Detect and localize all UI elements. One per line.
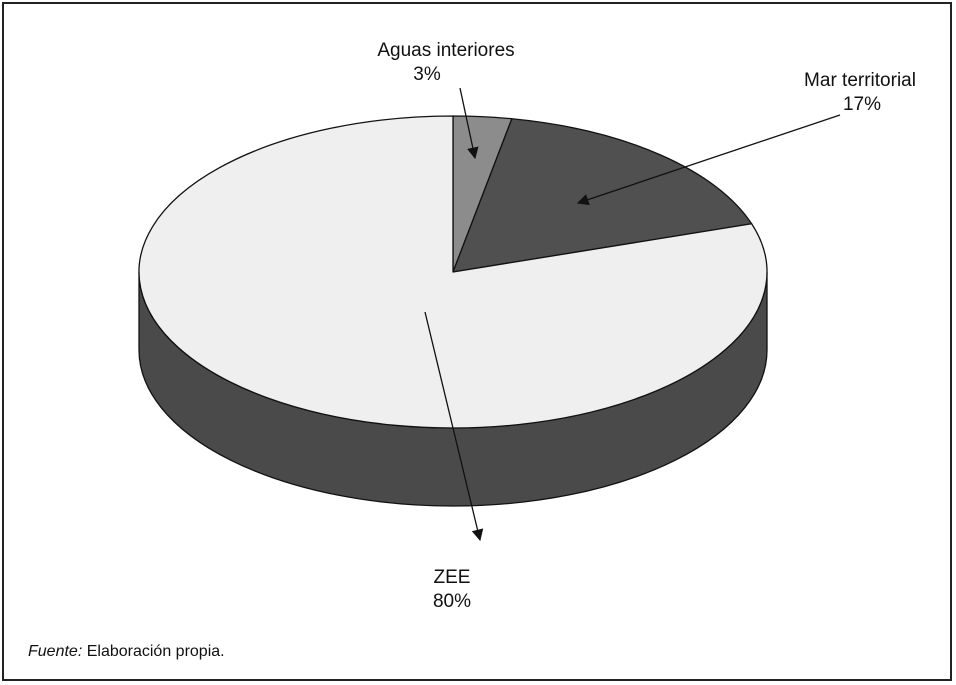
label-zee-name: ZEE xyxy=(434,567,471,588)
label-zee-value: 80% xyxy=(433,591,471,612)
label-mar-territorial-value: 17% xyxy=(843,94,881,115)
source-text: Elaboración propia. xyxy=(86,643,225,660)
pie-top-face xyxy=(138,115,768,429)
leader-zee xyxy=(424,311,484,542)
leader-mar-territorial xyxy=(576,114,841,206)
leader-aguas-interiores xyxy=(459,87,479,160)
pie-slice-zee xyxy=(138,115,768,429)
label-aguas-interiores-value: 3% xyxy=(413,64,441,85)
label-mar-territorial-name: Mar territorial xyxy=(804,70,916,91)
source-note: Fuente: Elaboración propia. xyxy=(28,643,225,661)
source-prefix: Fuente: xyxy=(28,643,83,660)
label-aguas-interiores-name: Aguas interiores xyxy=(377,40,514,61)
